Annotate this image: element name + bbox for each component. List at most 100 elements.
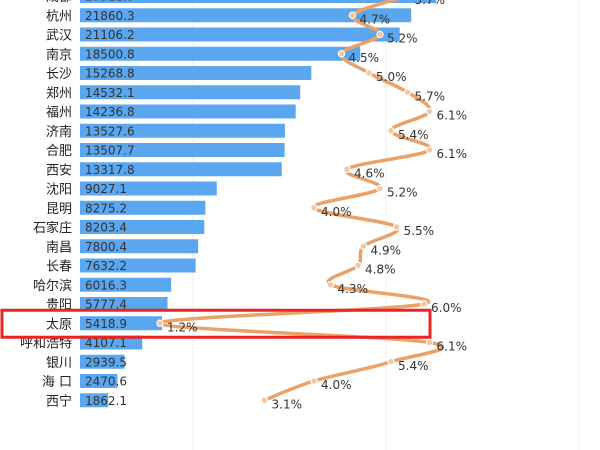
growth-point-19 — [387, 358, 395, 366]
bar-value-label-11: 8275.2 — [85, 201, 127, 215]
bar-value-label-0: 23511.3 — [85, 0, 135, 4]
category-label-2: 武汉 — [46, 29, 72, 44]
category-label-10: 沈阳 — [46, 183, 72, 198]
bar-18 — [80, 335, 143, 350]
bar-20 — [80, 374, 118, 388]
growth-point-13 — [359, 242, 368, 250]
category-label-13: 南昌 — [46, 239, 72, 255]
bar-value-label-12: 8203.4 — [85, 221, 127, 235]
growth-label-5: 5.7% — [415, 89, 446, 103]
growth-point-7 — [387, 127, 395, 135]
growth-label-20: 4.0% — [321, 378, 352, 392]
growth-label-16: 6.0% — [431, 301, 462, 315]
bar-21 — [80, 393, 109, 408]
growth-point-17 — [156, 319, 164, 327]
growth-point-18 — [425, 338, 434, 347]
category-label-4: 长沙 — [46, 67, 72, 82]
category-label-1: 杭州 — [46, 9, 72, 24]
bar-value-label-13: 7800.4 — [85, 240, 127, 254]
bar-value-label-17: 5418.9 — [85, 317, 127, 331]
bar-14 — [80, 258, 196, 273]
bar-16 — [80, 297, 168, 311]
growth-point-6 — [425, 107, 434, 116]
category-label-20: 海 口 — [42, 375, 72, 390]
category-labels: 成都杭州武汉南京长沙郑州福州济南合肥西安沈阳昆明石家庄南昌长春哈尔滨贵阳太原呼和… — [20, 0, 72, 409]
growth-point-20 — [310, 377, 318, 385]
bar-19 — [80, 354, 125, 369]
bar-0 — [80, 0, 437, 3]
bar-value-label-14: 7632.2 — [85, 259, 127, 273]
bar-8 — [80, 143, 285, 157]
bar-1 — [80, 8, 412, 23]
category-label-18: 呼和浩特 — [20, 337, 72, 352]
bar-9 — [80, 162, 282, 177]
category-label-17: 太原 — [46, 317, 72, 332]
growth-label-14: 4.8% — [365, 263, 396, 277]
bar-2 — [80, 27, 400, 42]
growth-point-1 — [348, 11, 357, 19]
growth-point-9 — [343, 165, 351, 173]
category-label-15: 哈尔滨 — [33, 278, 72, 294]
growth-point-14 — [354, 261, 362, 270]
growth-label-15: 4.3% — [338, 282, 369, 296]
growth-label-21: 3.1% — [272, 397, 303, 411]
category-label-6: 福州 — [46, 106, 72, 121]
growth-point-21 — [260, 396, 269, 404]
category-label-3: 南京 — [46, 47, 72, 63]
growth-rate-points — [156, 11, 434, 404]
growth-label-8: 6.1% — [437, 147, 468, 161]
bar-value-label-3: 18500.8 — [85, 47, 135, 61]
bar-3 — [80, 46, 361, 61]
growth-point-3 — [337, 50, 346, 58]
bar-value-label-9: 13317.8 — [85, 163, 135, 177]
growth-label-11: 4.0% — [321, 205, 352, 219]
bar-17 — [80, 316, 163, 331]
growth-point-16 — [420, 300, 428, 308]
growth-point-12 — [392, 223, 401, 231]
category-label-21: 西宁 — [46, 393, 72, 409]
bar-5 — [80, 85, 301, 100]
bar-value-label-19: 2939.5 — [85, 355, 127, 369]
growth-label-12: 5.5% — [404, 224, 435, 238]
growth-label-18: 6.1% — [437, 340, 468, 354]
category-label-9: 西安 — [46, 163, 72, 178]
bars — [80, 0, 437, 408]
highlight-box — [0, 308, 432, 339]
bar-value-label-16: 5777.4 — [85, 298, 127, 312]
growth-point-5 — [403, 88, 412, 96]
growth-point-4 — [365, 69, 373, 77]
bar-15 — [80, 277, 172, 292]
bar-12 — [80, 220, 205, 234]
growth-label-1: 4.7% — [360, 12, 391, 26]
growth-point-8 — [425, 146, 434, 154]
category-label-5: 郑州 — [46, 86, 72, 101]
growth-point-2 — [376, 30, 384, 39]
category-label-14: 长春 — [46, 260, 72, 275]
growth-label-13: 4.9% — [371, 243, 402, 257]
bar-value-label-2: 21106.2 — [85, 28, 135, 42]
bar-value-label-18: 4107.1 — [85, 336, 127, 350]
bar-value-label-20: 2470.6 — [85, 375, 127, 389]
bar-10 — [80, 181, 217, 196]
bar-value-label-1: 21860.3 — [85, 9, 135, 23]
growth-label-4: 5.0% — [376, 70, 407, 84]
growth-label-6: 6.1% — [437, 109, 468, 123]
bar-value-label-10: 9027.1 — [85, 182, 127, 196]
category-label-12: 石家庄 — [33, 220, 72, 236]
growth-label-10: 5.2% — [387, 186, 418, 200]
growth-label-17: 1.2% — [167, 320, 198, 334]
bar-7 — [80, 123, 285, 138]
category-label-7: 济南 — [46, 124, 72, 140]
bar-value-label-21: 1862.1 — [85, 394, 127, 408]
bar-11 — [80, 200, 206, 215]
growth-point-10 — [376, 184, 384, 193]
growth-label-3: 4.5% — [349, 51, 380, 65]
bar-value-label-4: 15268.8 — [85, 67, 135, 81]
growth-label-19: 5.4% — [398, 359, 429, 373]
growth-point-11 — [310, 204, 318, 212]
category-label-19: 银川 — [46, 356, 72, 371]
bar-value-labels: 23511.3 21860.3 21106.2 18500.8 15268.8 14532… — [85, 0, 135, 408]
category-label-0: 成都 — [46, 0, 72, 5]
growth-label-0: 5.7% — [415, 0, 446, 7]
